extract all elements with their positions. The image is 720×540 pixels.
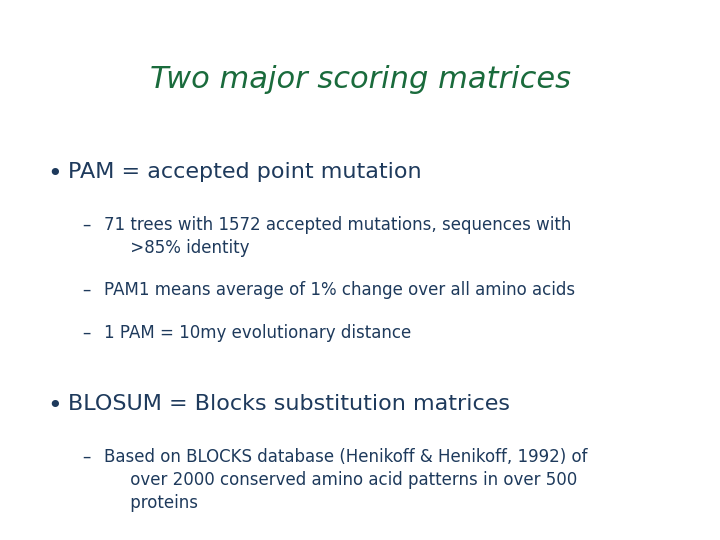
Text: PAM1 means average of 1% change over all amino acids: PAM1 means average of 1% change over all…	[104, 281, 575, 299]
Text: Two major scoring matrices: Two major scoring matrices	[150, 65, 570, 94]
Text: BLOSUM = Blocks substitution matrices: BLOSUM = Blocks substitution matrices	[68, 394, 510, 414]
Text: –: –	[83, 216, 96, 234]
Text: •: •	[47, 394, 61, 418]
Text: –: –	[83, 281, 96, 299]
Text: •: •	[47, 162, 61, 186]
Text: Based on BLOCKS database (Henikoff & Henikoff, 1992) of
     over 2000 conserved: Based on BLOCKS database (Henikoff & Hen…	[104, 448, 588, 512]
Text: 1 PAM = 10my evolutionary distance: 1 PAM = 10my evolutionary distance	[104, 324, 412, 342]
Text: 71 trees with 1572 accepted mutations, sequences with
     >85% identity: 71 trees with 1572 accepted mutations, s…	[104, 216, 572, 257]
Text: PAM = accepted point mutation: PAM = accepted point mutation	[68, 162, 422, 182]
Text: –: –	[83, 448, 96, 466]
Text: –: –	[83, 324, 96, 342]
